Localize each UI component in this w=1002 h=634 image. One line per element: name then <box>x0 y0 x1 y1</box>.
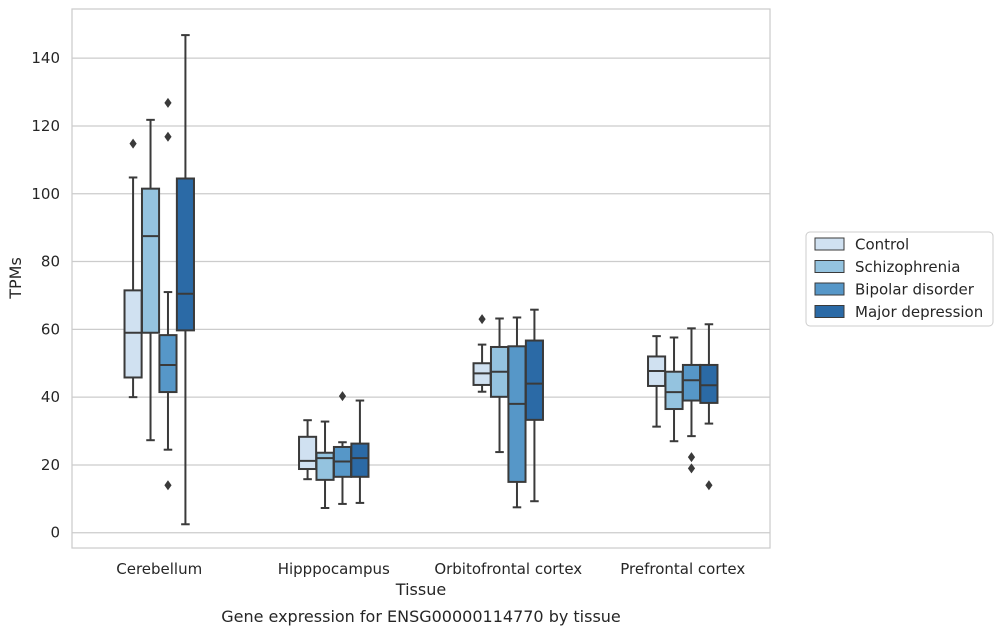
x-tick-label: Prefrontal cortex <box>620 560 745 578</box>
y-tick-label: 80 <box>41 253 60 271</box>
box-body <box>298 435 318 471</box>
x-axis-ticks: Cerebellum Hipppocampus Orbitofrontal cort… <box>116 560 745 578</box>
legend-label: Bipolar disorder <box>855 281 975 299</box>
box-body <box>699 363 719 404</box>
box-body <box>123 289 143 379</box>
legend-label: Control <box>855 236 909 254</box>
y-tick-label: 40 <box>41 388 60 406</box>
box-3-2 <box>681 327 702 474</box>
outlier-point <box>705 480 713 491</box>
box-1-2 <box>332 391 353 505</box>
outlier-point <box>164 131 172 142</box>
outlier-point <box>338 391 347 402</box>
box-0-0 <box>123 138 143 399</box>
legend-swatch <box>814 305 845 318</box>
box-0-1 <box>140 118 161 442</box>
y-tick-label: 140 <box>31 49 60 67</box>
legend-frame <box>805 231 994 327</box>
box-body <box>315 451 335 481</box>
y-axis-ticks: 0 20 40 60 80 100 120 140 <box>31 49 60 542</box>
box-3-3 <box>699 323 719 491</box>
box-3-1 <box>664 336 684 443</box>
figure-caption: Gene expression for ENSG00000114770 by t… <box>221 607 621 626</box>
y-tick-label: 0 <box>50 524 60 542</box>
legend-label: Major depression <box>855 303 983 321</box>
box-body <box>524 339 544 421</box>
legend-swatch <box>814 260 845 273</box>
x-tick-label: Orbitofrontal cortex <box>434 560 582 578</box>
outlier-point <box>687 452 696 463</box>
box-body <box>158 334 178 394</box>
box-0-3 <box>175 34 195 526</box>
legend-swatch <box>814 282 845 296</box>
outlier-point <box>164 97 172 108</box>
box-3-0 <box>647 335 667 428</box>
x-tick-label: Hipppocampus <box>278 560 390 578</box>
box-body <box>681 363 702 402</box>
outlier-point <box>164 480 172 491</box>
outlier-point <box>687 463 696 474</box>
box-1-3 <box>350 399 370 504</box>
legend-swatch <box>814 237 845 251</box>
box-body <box>350 442 370 478</box>
legend-entries: Control Schizophrenia Bipolar disorder Majo… <box>814 236 983 321</box>
outlier-point <box>478 314 486 325</box>
y-axis-label: TPMs <box>6 257 25 300</box>
box-2-3 <box>524 308 544 503</box>
box-2-1 <box>489 317 510 454</box>
y-tick-label: 120 <box>31 117 60 135</box>
y-tick-label: 20 <box>41 456 60 474</box>
box-0-2 <box>158 97 178 491</box>
plot-frame <box>71 8 771 549</box>
y-tick-label: 100 <box>31 185 60 203</box>
box-body <box>140 187 161 334</box>
box-body <box>507 345 527 483</box>
legend-label: Schizophrenia <box>855 258 960 276</box>
box-body <box>664 370 684 411</box>
y-tick-label: 60 <box>41 320 60 338</box>
x-tick-label: Cerebellum <box>116 560 202 578</box>
x-axis-label: Tissue <box>395 580 446 599</box>
outlier-point <box>129 138 137 149</box>
box-2-2 <box>507 316 527 509</box>
box-body <box>175 177 195 332</box>
legend: Control Schizophrenia Bipolar disorder Majo… <box>805 231 994 327</box>
box-layer <box>123 34 719 526</box>
